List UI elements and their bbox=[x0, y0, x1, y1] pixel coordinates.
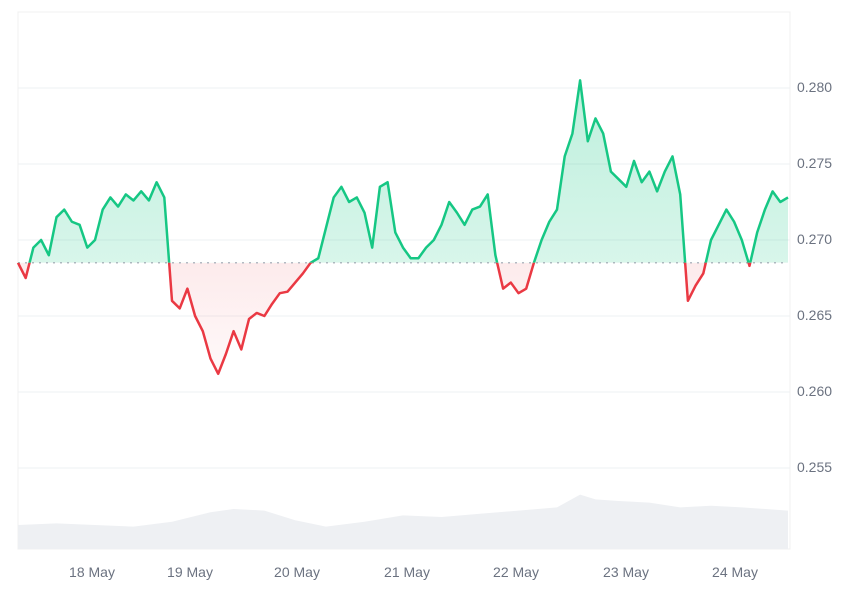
x-tick: 24 May bbox=[712, 564, 758, 580]
x-tick: 18 May bbox=[69, 564, 115, 580]
x-tick: 22 May bbox=[493, 564, 539, 580]
x-tick: 20 May bbox=[274, 564, 320, 580]
y-tick: 0.260 bbox=[797, 383, 833, 399]
x-tick: 21 May bbox=[384, 564, 430, 580]
y-tick: 0.265 bbox=[797, 307, 833, 323]
y-tick: 0.255 bbox=[797, 459, 833, 475]
volume-area bbox=[18, 494, 788, 549]
down-fill-area bbox=[18, 262, 788, 374]
price-line[interactable] bbox=[16, 79, 789, 376]
x-tick: 19 May bbox=[167, 564, 213, 580]
x-tick: 23 May bbox=[603, 564, 649, 580]
y-tick: 0.270 bbox=[797, 231, 833, 247]
y-tick: 0.275 bbox=[797, 155, 833, 171]
y-tick: 0.280 bbox=[797, 79, 833, 95]
plot-area bbox=[17, 11, 791, 550]
